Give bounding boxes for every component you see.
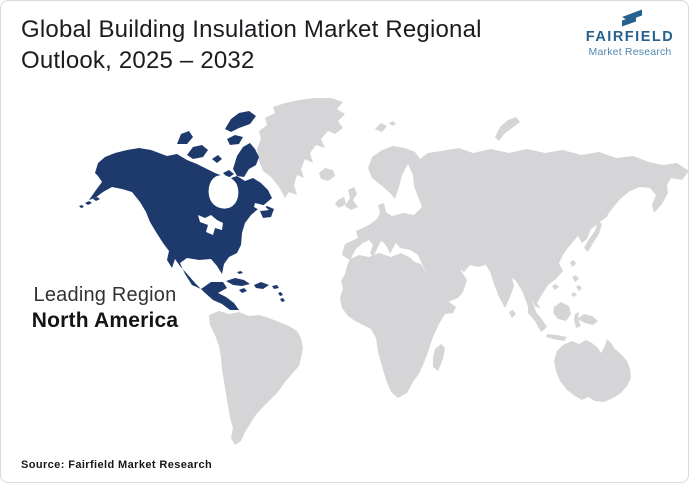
landmass-greenland [257,98,345,198]
fairfield-logo: FAIRFIELD Market Research [582,7,678,58]
landmass-sumatra [528,307,547,330]
landmass-borneo [553,302,571,321]
water-gulf-st-lawrence [254,203,269,211]
map-water-overlays [198,175,269,235]
landmass-japan [584,221,602,252]
region-rest-of-world [209,98,688,445]
leading-region-label: Leading Region [33,284,177,306]
landmass-java [546,334,567,341]
landmass-jamaica [239,288,247,293]
landmass-iceland [319,168,335,181]
landmass-hainan [552,284,559,290]
landmass-africa [340,253,456,398]
source-note: Source: Fairfield Market Research [21,459,213,471]
leading-region-annotation: Leading Region North America [19,283,191,334]
landmass-ellesmere [225,111,256,132]
landmass-southampton [223,170,234,178]
landmass-madagascar [433,344,445,371]
landmass-puerto-rico [272,285,279,289]
landmass-hokkaido [599,212,608,220]
landmass-victoria-island [187,145,208,159]
landmass-king-william [212,155,222,163]
title-line-2: Outlook, 2025 – 2032 [21,47,255,74]
water-great-lakes [198,215,223,235]
landmass-philippines-1 [572,275,579,282]
landmass-philippines-3 [571,292,577,297]
landmass-philippines-2 [576,285,582,291]
landmass-australia [554,339,631,402]
landmass-antilles-1 [278,292,283,296]
landmass-svalbard-2 [389,121,396,126]
landmass-svalbard [375,123,387,132]
landmass-hispaniola [254,282,269,289]
landmass-banks-island [177,131,193,144]
landmass-cuba [226,278,250,286]
fairfield-flag-icon [622,9,642,27]
landmass-eurasia [342,146,688,332]
landmass-sri-lanka [509,310,516,318]
landmass-aleutians-1 [93,197,100,201]
landmass-sulawesi [574,312,581,328]
landmass-taiwan [570,260,576,267]
water-hudson-bay [208,175,239,209]
logo-wordmark: FAIRFIELD [585,29,675,45]
title-line-1: Global Building Insulation Market Region… [21,16,482,43]
landmass-baffin-island [233,143,259,177]
region-north-america [79,111,285,310]
landmass-uk [345,187,358,210]
landmass-south-america [209,311,303,445]
landmass-novaya-zemlya [495,117,520,141]
logo-tagline: Market Research [588,46,672,58]
landmass-antilles-2 [280,298,285,302]
landmass-new-guinea [577,314,598,325]
landmass-aleutians-3 [79,205,84,208]
landmass-devon-island [227,135,243,145]
landmass-ireland [335,197,346,208]
page-title: Global Building Insulation Market Region… [21,14,566,76]
landmass-bahamas [237,271,243,274]
landmass-aleutians-2 [85,201,92,205]
leading-region-name: North America [31,309,179,332]
